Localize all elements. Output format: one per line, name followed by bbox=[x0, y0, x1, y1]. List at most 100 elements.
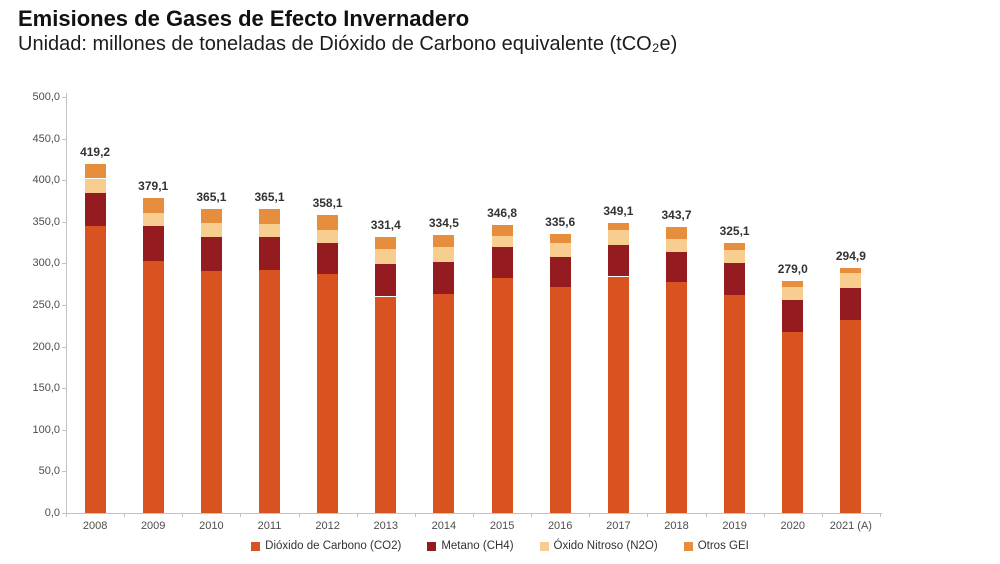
bar-segment-s1-2021 (A) bbox=[840, 288, 862, 320]
y-axis-tick-label: 0,0 bbox=[44, 507, 60, 519]
bar-segment-s3-2018 bbox=[666, 227, 687, 239]
y-axis-tick bbox=[62, 97, 66, 98]
y-axis-tick bbox=[62, 513, 66, 514]
y-axis-tick bbox=[62, 471, 66, 473]
bar-total-label: 379,1 bbox=[138, 178, 169, 193]
x-axis-tick bbox=[705, 513, 707, 517]
bar-total-label: 358,1 bbox=[312, 196, 343, 211]
bar-segment-s1-2010 bbox=[200, 236, 222, 271]
y-axis-line bbox=[66, 93, 67, 513]
bar-total-label: 331,4 bbox=[370, 218, 401, 233]
legend-swatch-icon bbox=[251, 542, 261, 551]
y-axis-tick bbox=[62, 429, 66, 431]
bar-segment-s0-2017 bbox=[607, 276, 629, 513]
x-axis-tick bbox=[182, 513, 184, 517]
bar-segment-s1-2017 bbox=[607, 244, 629, 277]
bar-segment-s3-2010 bbox=[200, 209, 222, 224]
legend-item-1: Metano (CH4) bbox=[427, 540, 514, 553]
x-axis-category-label: 2014 bbox=[431, 520, 457, 532]
x-axis-tick bbox=[298, 513, 300, 517]
y-axis-tick-label: 300,0 bbox=[32, 257, 60, 270]
bar-total-label: 365,1 bbox=[196, 190, 227, 205]
x-axis-tick bbox=[240, 513, 242, 517]
bar-segment-s2-2021 (A) bbox=[840, 273, 862, 289]
bar-segment-s0-2009 bbox=[142, 260, 164, 513]
bar-total-label: 343,7 bbox=[661, 208, 692, 222]
report-header: Emisiones de Gases de Efecto Invernadero… bbox=[18, 6, 677, 57]
x-axis-tick bbox=[880, 513, 881, 517]
bar-segment-s0-2015 bbox=[491, 278, 513, 513]
y-axis-tick bbox=[62, 263, 66, 265]
y-axis-tick-label: 400,0 bbox=[32, 174, 60, 187]
bar-segment-s1-2018 bbox=[666, 251, 687, 282]
x-axis-tick bbox=[647, 513, 649, 517]
bar-segment-s2-2020 bbox=[782, 286, 804, 300]
x-axis-category-label: 2021 (A) bbox=[829, 520, 872, 532]
bar-segment-s2-2018 bbox=[666, 239, 687, 252]
legend-item-2: Óxido Nitroso (N2O) bbox=[539, 540, 658, 553]
x-axis-category-label: 2010 bbox=[199, 520, 224, 532]
x-axis-category-label: 2013 bbox=[373, 520, 399, 532]
bar-segment-s2-2008 bbox=[84, 178, 106, 194]
x-axis-category-label: 2015 bbox=[489, 520, 515, 532]
bar-total-label: 279,0 bbox=[777, 261, 808, 276]
bar-segment-s2-2019 bbox=[724, 249, 746, 264]
bar-segment-s0-2018 bbox=[666, 281, 687, 513]
bar-segment-s0-2016 bbox=[549, 286, 571, 513]
y-axis-tick bbox=[62, 221, 66, 223]
legend-label: Otros GEI bbox=[697, 540, 749, 552]
chart-title: Emisiones de Gases de Efecto Invernadero bbox=[18, 6, 470, 31]
legend-label: Óxido Nitroso (N2O) bbox=[553, 540, 658, 552]
bar-segment-s3-2012 bbox=[317, 215, 339, 231]
x-axis-tick bbox=[356, 513, 358, 517]
bar-segment-s3-2016 bbox=[549, 233, 571, 244]
legend-label: Dióxido de Carbono (CO2) bbox=[265, 540, 402, 552]
x-axis-category-label: 2020 bbox=[780, 520, 806, 532]
x-axis-tick bbox=[414, 513, 416, 517]
bar-segment-s0-2008 bbox=[84, 226, 106, 513]
legend-label: Metano (CH4) bbox=[441, 540, 514, 552]
x-axis-tick bbox=[531, 513, 533, 517]
x-axis-category-label: 2012 bbox=[315, 520, 340, 532]
bar-segment-s1-2011 bbox=[259, 236, 280, 270]
y-axis-tick-label: 450,0 bbox=[32, 132, 60, 145]
legend-swatch-icon bbox=[539, 542, 549, 551]
y-axis-tick-label: 150,0 bbox=[32, 382, 60, 395]
bar-segment-s1-2014 bbox=[433, 261, 455, 294]
bar-segment-s1-2019 bbox=[724, 263, 746, 295]
bar-segment-s1-2020 bbox=[782, 299, 804, 333]
x-axis-category-label: 2019 bbox=[722, 520, 747, 532]
bar-segment-s2-2011 bbox=[259, 224, 280, 237]
bar-segment-s3-2011 bbox=[259, 209, 280, 225]
bar-segment-s3-2014 bbox=[433, 234, 455, 247]
bar-segment-s2-2016 bbox=[549, 243, 571, 257]
y-axis-tick bbox=[62, 388, 66, 390]
bar-segment-s0-2013 bbox=[375, 296, 397, 513]
bar-segment-s0-2020 bbox=[782, 332, 804, 513]
x-axis-tick bbox=[763, 513, 765, 517]
y-axis-tick bbox=[62, 138, 66, 140]
bar-segment-s3-2015 bbox=[491, 224, 513, 236]
bar-total-label: 325,1 bbox=[719, 223, 750, 238]
bar-segment-s0-2010 bbox=[200, 270, 222, 513]
bar-total-label: 349,1 bbox=[603, 203, 634, 218]
bar-segment-s2-2017 bbox=[607, 230, 629, 245]
legend-item-0: Dióxido de Carbono (CO2) bbox=[251, 540, 401, 553]
x-axis-category-label: 2018 bbox=[664, 520, 689, 532]
x-axis-tick bbox=[66, 513, 67, 517]
bar-segment-s2-2015 bbox=[491, 235, 513, 247]
bar-segment-s2-2013 bbox=[375, 249, 397, 265]
bar-total-label: 419,2 bbox=[80, 145, 111, 160]
y-axis-tick-label: 200,0 bbox=[32, 340, 60, 353]
x-axis-category-label: 2008 bbox=[82, 520, 108, 532]
y-axis-tick-label: 500,0 bbox=[32, 91, 60, 103]
bar-segment-s3-2008 bbox=[84, 164, 106, 179]
bar-segment-s3-2020 bbox=[782, 280, 804, 287]
bar-segment-s0-2021 (A) bbox=[840, 319, 862, 513]
y-axis-tick-label: 350,0 bbox=[32, 215, 60, 228]
bar-segment-s2-2010 bbox=[200, 223, 222, 237]
y-axis-tick bbox=[62, 346, 66, 348]
bar-segment-s1-2009 bbox=[142, 225, 164, 261]
chart-subtitle: Unidad: millones de toneladas de Dióxido… bbox=[18, 33, 678, 56]
